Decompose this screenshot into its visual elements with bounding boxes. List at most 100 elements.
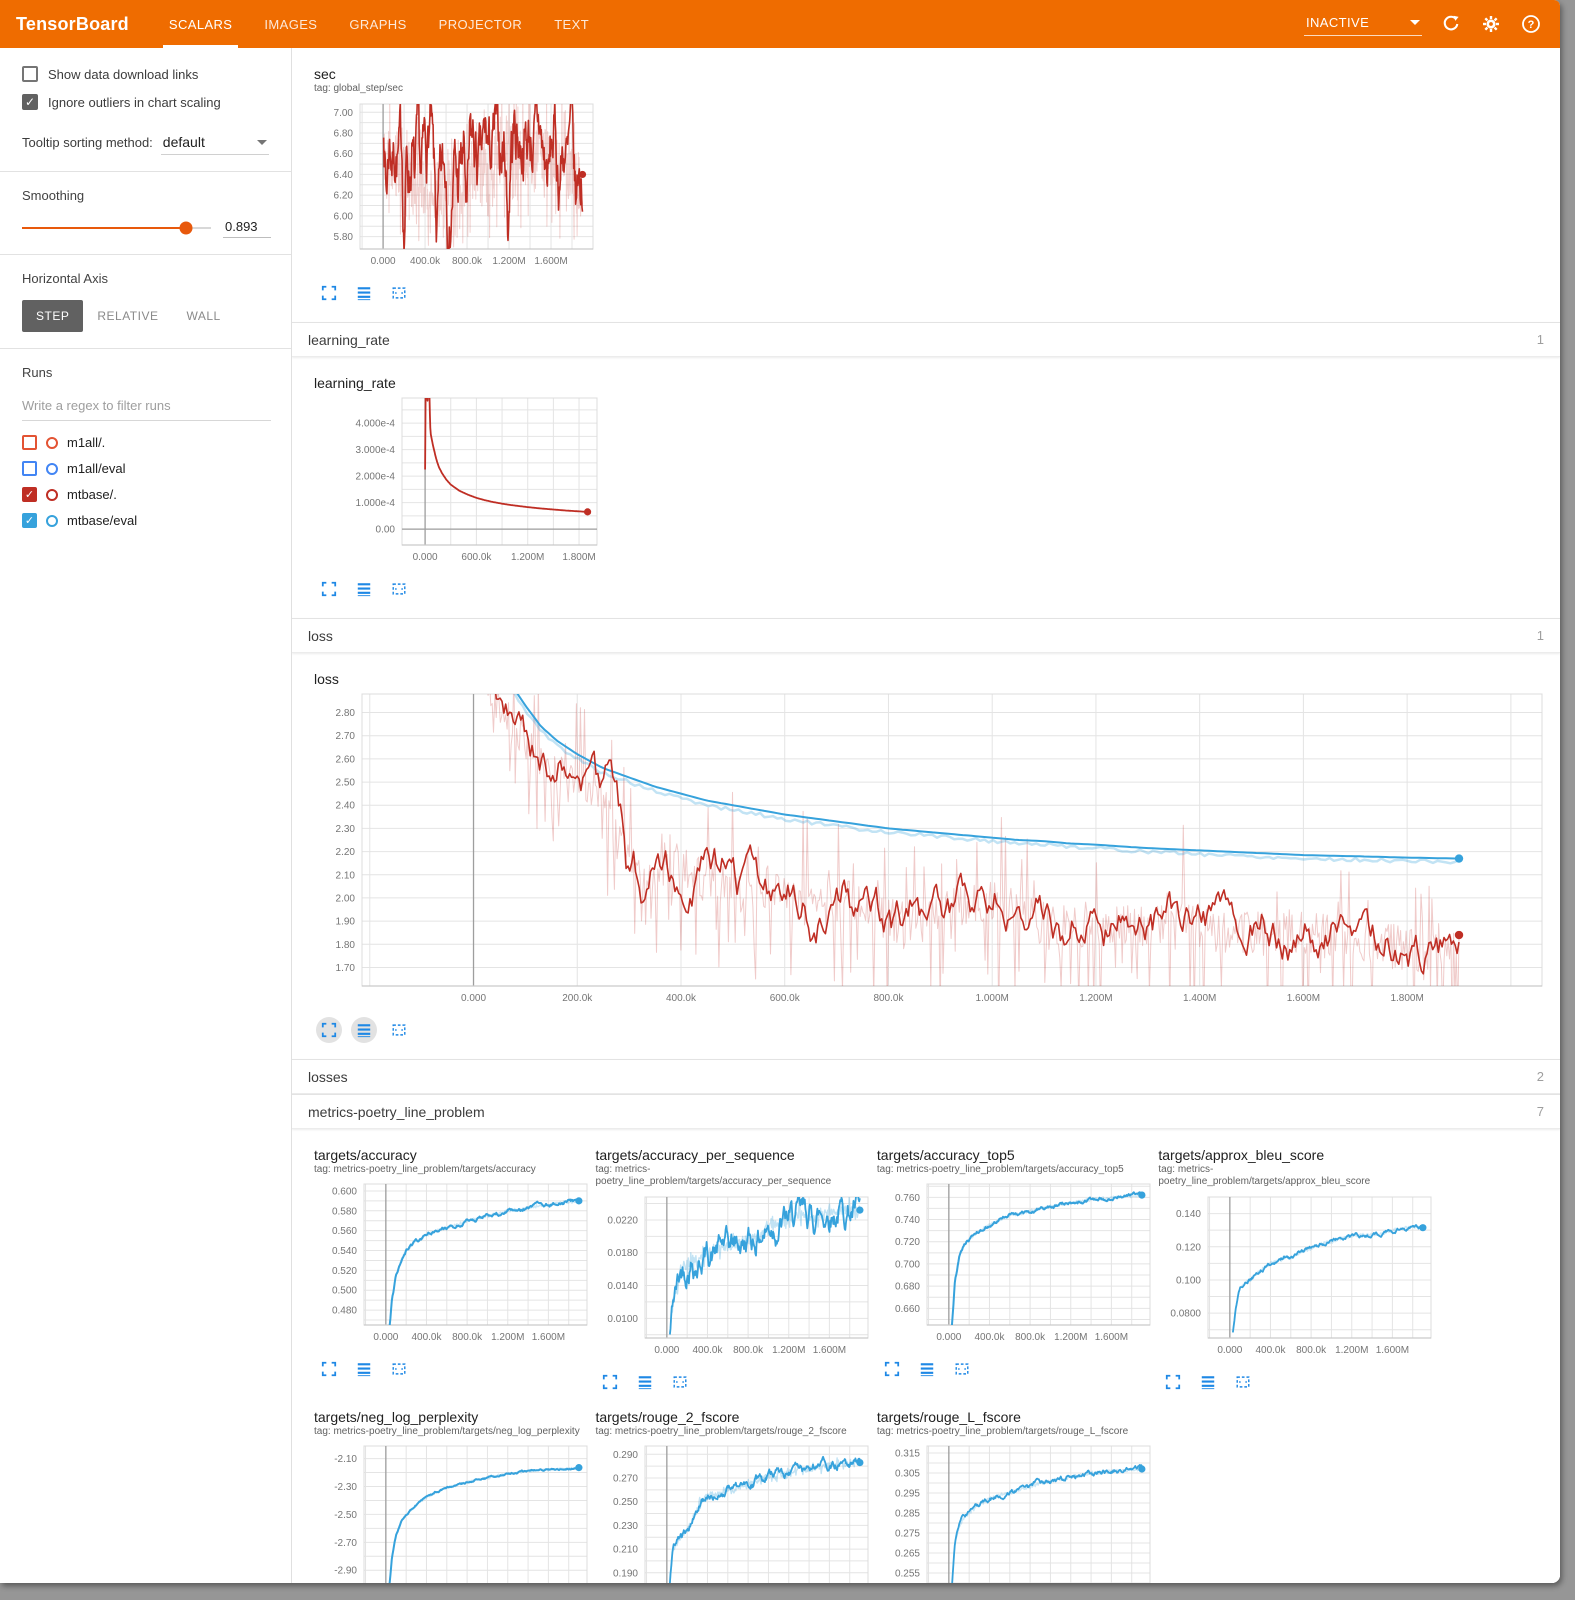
- axis-wall-button[interactable]: WALL: [172, 300, 234, 332]
- runs-label: Runs: [22, 365, 53, 380]
- smoothing-value-input[interactable]: [223, 217, 271, 238]
- svg-text:0.295: 0.295: [895, 1489, 920, 1500]
- run-row-mtbase[interactable]: mtbase/.: [22, 487, 271, 502]
- svg-text:0.190: 0.190: [613, 1568, 638, 1579]
- help-icon[interactable]: ?: [1520, 13, 1542, 35]
- run-selector-button[interactable]: [1195, 1369, 1221, 1395]
- svg-text:1.70: 1.70: [336, 962, 356, 973]
- chart-tag: tag: metrics-poetry_line_problem/targets…: [876, 1425, 1129, 1437]
- tab-images[interactable]: IMAGES: [264, 16, 318, 32]
- status-label: INACTIVE: [1306, 15, 1370, 30]
- loss-chart: 2.80 2.70 2.60 2.50 2.40 2.30 2.20 2.10 2.00 1.90…: [314, 688, 1552, 1010]
- section-count-badge: 2: [1536, 1069, 1544, 1084]
- svg-text:-2.90: -2.90: [334, 1566, 357, 1577]
- tab-projector[interactable]: PROJECTOR: [438, 16, 523, 32]
- chart-title: loss: [314, 670, 339, 687]
- svg-text:0.210: 0.210: [613, 1545, 638, 1556]
- fit-domain-button[interactable]: [386, 1356, 412, 1382]
- run-label: mtbase/eval: [67, 513, 138, 528]
- svg-text:1.200M: 1.200M: [1079, 993, 1112, 1004]
- run-selector-button[interactable]: [351, 576, 377, 602]
- run-checkbox-icon[interactable]: [22, 513, 37, 528]
- run-selector-button[interactable]: [351, 1356, 377, 1382]
- svg-text:0.660: 0.660: [895, 1304, 920, 1315]
- svg-text:-2.70: -2.70: [334, 1538, 357, 1549]
- expand-chart-button[interactable]: [316, 280, 342, 306]
- tab-graphs[interactable]: GRAPHS: [349, 16, 407, 32]
- svg-text:600.0k: 600.0k: [770, 993, 801, 1004]
- svg-text:0.265: 0.265: [895, 1549, 920, 1560]
- svg-text:0.000: 0.000: [413, 552, 438, 563]
- fit-domain-button[interactable]: [386, 576, 412, 602]
- status-dropdown[interactable]: INACTIVE: [1304, 12, 1422, 36]
- svg-text:0.00: 0.00: [376, 524, 396, 535]
- svg-text:400.0k: 400.0k: [974, 1332, 1005, 1343]
- expand-chart-button[interactable]: [1160, 1369, 1186, 1395]
- checkbox-label: Ignore outliers in chart scaling: [48, 94, 221, 110]
- run-checkbox-icon[interactable]: [22, 461, 37, 476]
- expand-chart-button[interactable]: [316, 1016, 342, 1043]
- section-header-loss[interactable]: loss 1: [292, 617, 1560, 653]
- svg-text:2.40: 2.40: [336, 800, 356, 811]
- run-row-mtbase-eval[interactable]: mtbase/eval: [22, 513, 271, 528]
- section-header-metrics-poetry-line-problem[interactable]: metrics-poetry_line_problem 7: [292, 1093, 1560, 1129]
- chart-toolbar: [316, 1356, 581, 1382]
- svg-text:2.30: 2.30: [336, 823, 356, 834]
- run-selector-button[interactable]: [914, 1356, 940, 1382]
- expand-chart-button[interactable]: [316, 1356, 342, 1382]
- fit-domain-button[interactable]: [386, 1017, 412, 1043]
- run-selector-button[interactable]: [351, 280, 377, 306]
- run-selector-button[interactable]: [632, 1369, 658, 1395]
- axis-step-button[interactable]: STEP: [22, 300, 84, 332]
- svg-text:0.520: 0.520: [332, 1266, 357, 1277]
- chart-title: sec: [314, 66, 336, 82]
- svg-text:0.100: 0.100: [1176, 1275, 1201, 1286]
- chevron-down-icon: [256, 139, 267, 145]
- fit-domain-button[interactable]: [1230, 1369, 1256, 1395]
- svg-text:-2.30: -2.30: [334, 1482, 357, 1493]
- svg-text:4.000e-4: 4.000e-4: [356, 418, 396, 429]
- svg-text:1.80: 1.80: [336, 939, 356, 950]
- run-row-m1all-eval[interactable]: m1all/eval: [22, 461, 271, 476]
- run-checkbox-icon[interactable]: [22, 487, 37, 502]
- refresh-icon[interactable]: [1440, 13, 1462, 35]
- svg-text:1.000e-4: 1.000e-4: [356, 498, 396, 509]
- svg-text:1.200M: 1.200M: [773, 1345, 806, 1356]
- chart-tag: tag: metrics-poetry_line_problem/targets…: [314, 1425, 580, 1437]
- svg-text:0.480: 0.480: [332, 1306, 357, 1317]
- smoothing-slider[interactable]: [22, 221, 211, 234]
- section-header-losses[interactable]: losses 2: [292, 1058, 1560, 1094]
- chart-card-targets-accuracy-per-sequence: targets/accuracy_per_sequence tag: metri…: [589, 1139, 869, 1401]
- run-color-circle-icon: [46, 436, 58, 449]
- targets-accuracy-chart: 0.600 0.580 0.560 0.540 0.520 0.500 0.480 0.000…: [314, 1178, 588, 1349]
- svg-text:-2.10: -2.10: [334, 1454, 357, 1465]
- run-checkbox-icon[interactable]: [22, 435, 37, 450]
- svg-text:1.400M: 1.400M: [1183, 993, 1216, 1004]
- section-header-learning-rate[interactable]: learning_rate 1: [292, 321, 1560, 357]
- fit-domain-button[interactable]: [386, 280, 412, 306]
- chart-title: targets/approx_bleu_score: [1158, 1146, 1325, 1163]
- tooltip-sorting-select[interactable]: default: [160, 132, 269, 155]
- fit-domain-button[interactable]: [949, 1356, 975, 1382]
- fit-domain-button[interactable]: [667, 1369, 693, 1395]
- chart-title: targets/accuracy_per_sequence: [595, 1146, 795, 1163]
- runs-filter-input[interactable]: [22, 394, 271, 421]
- section-title: loss: [308, 627, 333, 644]
- show-download-links-checkbox[interactable]: Show data download links: [22, 66, 271, 82]
- tab-scalars[interactable]: SCALARS: [153, 0, 249, 48]
- ignore-outliers-checkbox[interactable]: Ignore outliers in chart scaling: [22, 94, 271, 110]
- svg-text:1.200M: 1.200M: [492, 256, 525, 267]
- expand-chart-button[interactable]: [879, 1356, 905, 1382]
- axis-relative-button[interactable]: RELATIVE: [83, 300, 172, 332]
- svg-text:400.0k: 400.0k: [1256, 1345, 1287, 1356]
- run-row-m1all[interactable]: m1all/.: [22, 435, 271, 450]
- expand-chart-button[interactable]: [316, 576, 342, 602]
- expand-chart-button[interactable]: [597, 1369, 623, 1395]
- tab-text[interactable]: TEXT: [554, 16, 590, 32]
- slider-thumb[interactable]: [179, 221, 193, 234]
- svg-text:3.000e-4: 3.000e-4: [356, 445, 396, 456]
- main-tabs: SCALARS IMAGES GRAPHS PROJECTOR TEXT: [153, 0, 605, 48]
- run-selector-button[interactable]: [351, 1016, 377, 1043]
- svg-text:2.50: 2.50: [336, 777, 356, 788]
- settings-gear-icon[interactable]: [1480, 13, 1502, 35]
